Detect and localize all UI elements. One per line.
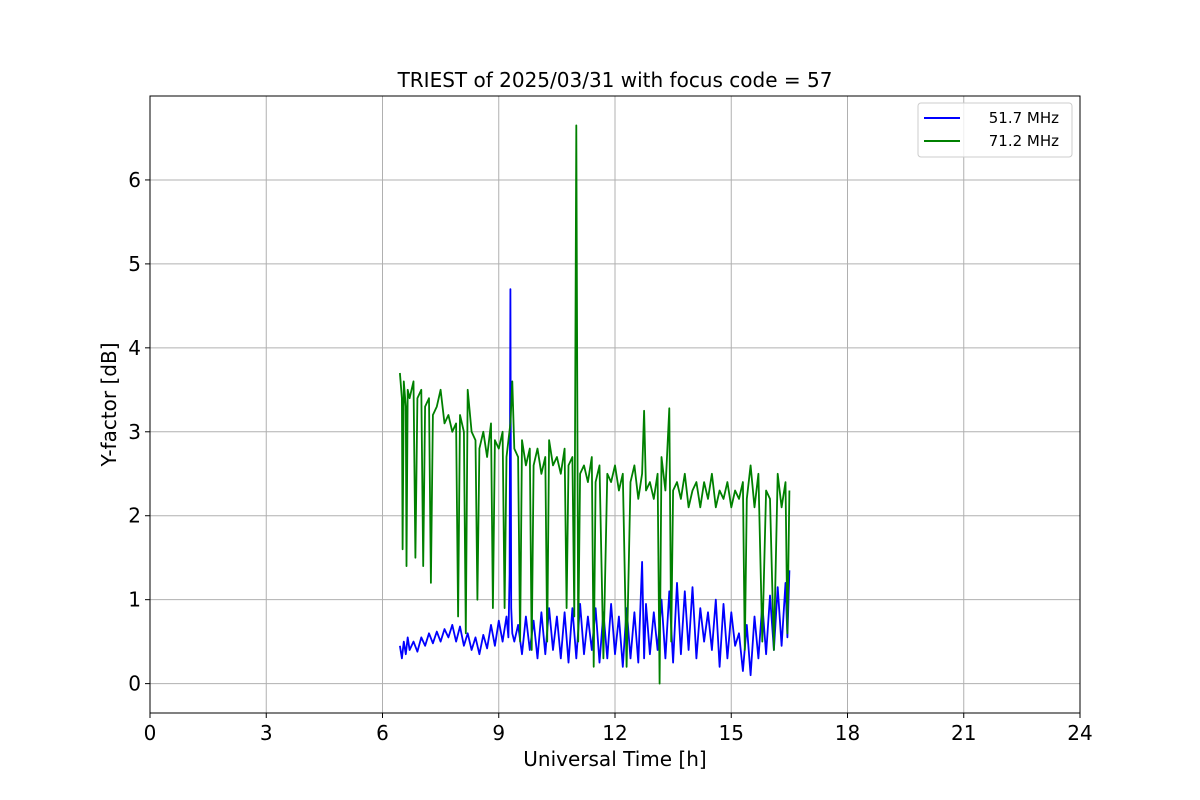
- legend-label-1: 51.7 MHz: [989, 109, 1059, 127]
- y-tick-label: 3: [128, 420, 141, 444]
- legend-box: [917, 102, 1073, 158]
- x-tick-label: 3: [260, 721, 273, 745]
- series-line-1: [399, 288, 791, 677]
- legend-label-2: 71.2 MHz: [989, 132, 1059, 150]
- y-axis-label: Y-factor [dB]: [97, 342, 121, 467]
- series-lines: [399, 124, 791, 685]
- series-line-2: [399, 124, 791, 685]
- x-tick-label: 12: [602, 721, 627, 745]
- x-tick-label: 6: [376, 721, 389, 745]
- y-tick-label: 1: [128, 588, 141, 612]
- x-tick-label: 18: [835, 721, 860, 745]
- x-tick-label: 21: [951, 721, 976, 745]
- y-tick-label: 4: [128, 336, 141, 360]
- x-tick-label: 24: [1067, 721, 1092, 745]
- x-tick-label: 15: [719, 721, 744, 745]
- y-tick-label: 5: [128, 252, 141, 276]
- y-tick-label: 2: [128, 504, 141, 528]
- x-tick-label: 0: [144, 721, 157, 745]
- y-tick-label: 6: [128, 168, 141, 192]
- chart-title: TRIEST of 2025/03/31 with focus code = 5…: [397, 68, 833, 92]
- y-tick-label: 0: [128, 672, 141, 696]
- x-tick-label: 9: [492, 721, 505, 745]
- legend: 51.7 MHz 71.2 MHz: [917, 102, 1073, 158]
- x-axis-label: Universal Time [h]: [523, 747, 706, 771]
